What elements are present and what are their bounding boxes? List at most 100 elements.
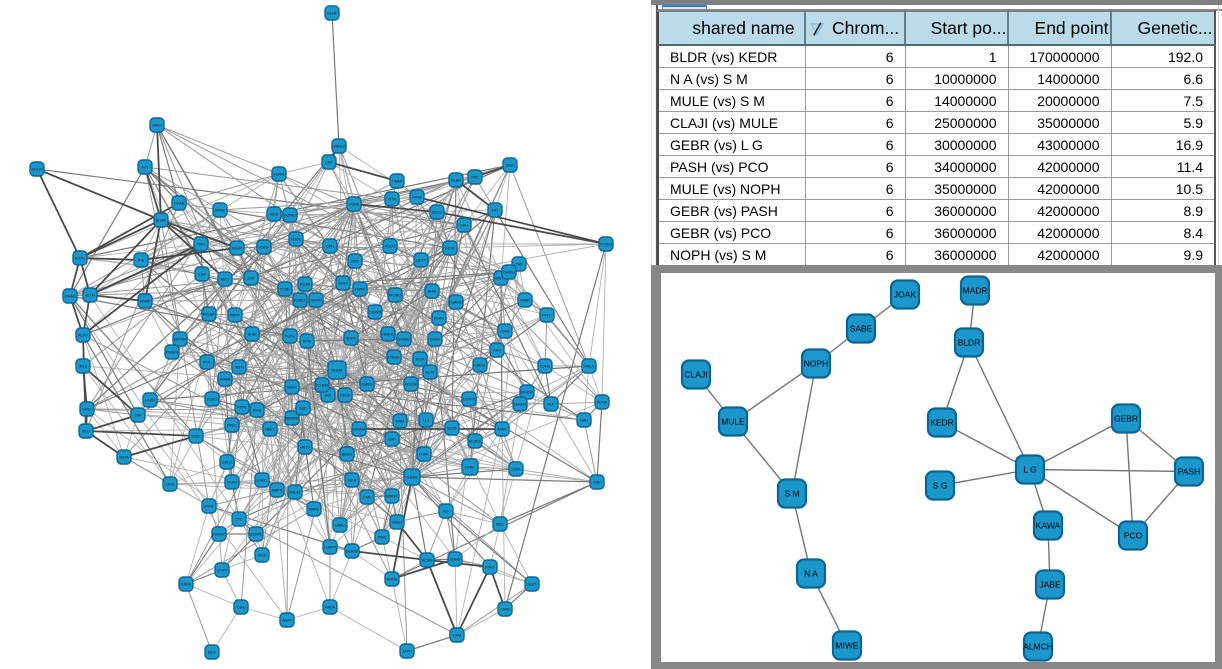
svg-text:PFFC: PFFC [542, 314, 552, 318]
svg-text:FAEW: FAEW [325, 606, 336, 610]
svg-text:CTC: CTC [235, 518, 243, 522]
svg-text:HIFW: HIFW [412, 196, 422, 200]
svg-text:ISLO: ISLO [82, 430, 90, 434]
svg-text:ATPP: ATPP [402, 650, 412, 654]
svg-text:EHF: EHF [388, 438, 396, 442]
svg-text:JJFT: JJFT [247, 277, 256, 281]
svg-text:KJOK: KJOK [75, 257, 85, 261]
svg-text:HOFB: HOFB [349, 203, 360, 207]
svg-text:GJMW: GJMW [407, 476, 419, 480]
svg-text:DPEC: DPEC [227, 424, 237, 428]
svg-text:JABE: JABE [1039, 580, 1061, 590]
svg-text:PAKR: PAKR [520, 299, 530, 303]
svg-text:FJKO: FJKO [485, 566, 494, 570]
svg-text:AHLT: AHLT [221, 278, 231, 282]
svg-text:ONSO: ONSO [392, 521, 403, 525]
svg-text:KRC: KRC [471, 176, 479, 180]
svg-text:DFGDP: DFGDP [521, 391, 534, 395]
svg-text:WEOI: WEOI [287, 386, 297, 390]
svg-text:GWTM: GWTM [310, 299, 321, 303]
svg-text:GEBR: GEBR [1114, 414, 1138, 424]
svg-text:RPMC: RPMC [215, 209, 226, 213]
svg-text:EIHT: EIHT [208, 651, 217, 655]
svg-text:ENB: ENB [363, 496, 371, 500]
svg-text:KFIK: KFIK [303, 340, 312, 344]
svg-text:MIWE: MIWE [835, 641, 858, 651]
svg-text:NDDE: NDDE [291, 238, 302, 242]
svg-text:DSFRC: DSFRC [250, 533, 263, 537]
svg-text:ODMA: ODMA [332, 369, 343, 373]
svg-text:OTR: OTR [388, 198, 396, 202]
svg-text:OLHF: OLHF [327, 12, 337, 16]
svg-text:TPODS: TPODS [600, 243, 613, 247]
svg-text:DJUG: DJUG [430, 338, 440, 342]
svg-text:KAP: KAP [593, 481, 601, 485]
svg-text:FFRE: FFRE [465, 466, 475, 470]
svg-text:MWB: MWB [501, 608, 510, 612]
svg-text:CLAJI: CLAJI [684, 370, 707, 380]
svg-text:FLWET: FLWET [294, 299, 307, 303]
svg-text:KWC: KWC [351, 260, 360, 264]
svg-text:NOPH: NOPH [804, 359, 829, 369]
svg-text:POJE: POJE [280, 288, 290, 292]
svg-text:MNM: MNM [396, 420, 405, 424]
svg-text:MULE: MULE [721, 417, 745, 427]
svg-text:PIEK: PIEK [378, 536, 387, 540]
svg-text:ALMCH: ALMCH [1023, 642, 1053, 652]
svg-text:GLBM: GLBM [451, 179, 461, 183]
svg-text:NEET: NEET [265, 428, 275, 432]
svg-text:FUFK: FUFK [285, 335, 295, 339]
svg-text:IOOE: IOOE [258, 554, 268, 558]
svg-text:LKGI: LKGI [166, 483, 174, 487]
svg-text:ISICG: ISICG [432, 211, 442, 215]
svg-text:AGT: AGT [141, 166, 149, 170]
svg-text:RRTIE: RRTIE [387, 578, 398, 582]
svg-text:OCAB: OCAB [174, 202, 185, 206]
svg-text:GHEI: GHEI [248, 333, 257, 337]
svg-text:UBESL: UBESL [474, 364, 486, 368]
svg-text:IDKW: IDKW [259, 246, 269, 250]
svg-text:LAKN: LAKN [145, 399, 155, 403]
svg-text:BRLAT: BRLAT [289, 491, 301, 495]
svg-text:BLMR: BLMR [156, 219, 166, 223]
svg-text:GMBO: GMBO [362, 383, 373, 387]
svg-text:JKLK: JKLK [79, 365, 88, 369]
svg-text:NMPB: NMPB [272, 489, 283, 493]
svg-text:ISDU: ISDU [270, 213, 279, 217]
svg-text:UWAJ: UWAJ [335, 524, 345, 528]
svg-text:TND: TND [515, 263, 523, 267]
svg-text:SED: SED [299, 407, 307, 411]
svg-text:ITIU: ITIU [138, 259, 145, 263]
svg-text:OHUO: OHUO [32, 168, 43, 172]
svg-text:FKOH: FKOH [227, 481, 237, 485]
svg-text:IUKA: IUKA [348, 479, 357, 483]
svg-text:TGSC: TGSC [191, 435, 201, 439]
svg-text:PWFK: PWFK [355, 288, 366, 292]
svg-text:S M: S M [784, 489, 799, 499]
svg-text:GJFN: GJFN [540, 365, 550, 369]
svg-text:RJKR: RJKR [434, 317, 444, 321]
svg-text:KEHP: KEHP [232, 247, 242, 251]
svg-text:FORW: FORW [274, 173, 286, 177]
svg-text:ACKH: ACKH [78, 334, 88, 338]
svg-text:LUDPP: LUDPP [324, 546, 337, 550]
svg-text:JOAK: JOAK [894, 290, 917, 300]
svg-text:LDFA: LDFA [512, 468, 522, 472]
svg-text:UKF: UKF [325, 161, 333, 165]
svg-text:MURFF: MURFF [386, 495, 399, 499]
svg-text:RPFP: RPFP [230, 314, 240, 318]
svg-text:SOWG: SOWG [398, 338, 410, 342]
svg-text:S G: S G [933, 481, 948, 491]
svg-text:LKNGG: LKNGG [514, 403, 527, 407]
svg-text:PASH: PASH [1178, 467, 1201, 477]
svg-text:RLP: RLP [548, 403, 556, 407]
svg-text:OAINU: OAINU [503, 271, 515, 275]
svg-text:LTEGE: LTEGE [388, 356, 400, 360]
svg-text:GGI: GGI [325, 394, 332, 398]
svg-text:MADR: MADR [962, 286, 987, 296]
svg-text:LUNF: LUNF [419, 453, 429, 457]
svg-text:SABE: SABE [850, 324, 873, 334]
svg-text:MBDBW: MBDBW [285, 417, 299, 421]
svg-text:KRLMP: KRLMP [203, 313, 216, 317]
svg-text:LLJ: LLJ [423, 419, 429, 423]
